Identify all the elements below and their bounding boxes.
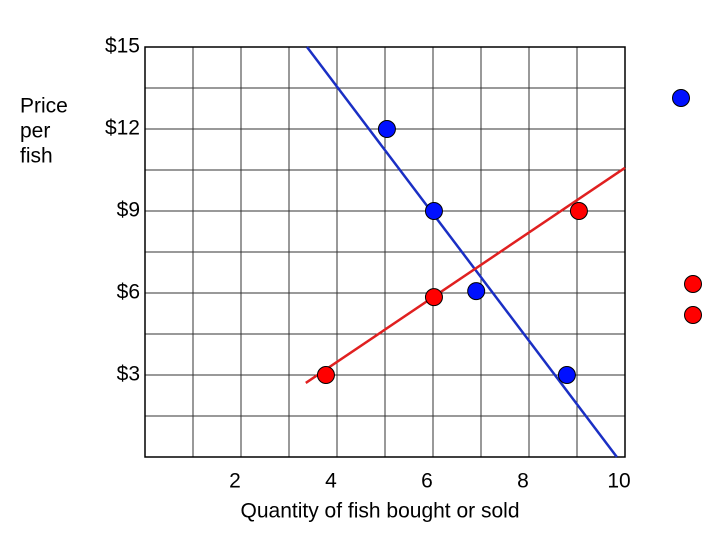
decor-dot	[684, 306, 702, 324]
y-axis-label: per	[20, 120, 50, 143]
x-tick-label: 6	[421, 470, 433, 493]
y-axis-label: Price	[20, 95, 68, 118]
x-tick-label: 2	[229, 470, 241, 493]
y-tick-label: $3	[117, 363, 140, 386]
y-tick-label: $9	[117, 199, 140, 222]
point	[569, 202, 588, 220]
point	[467, 282, 486, 301]
decor-dot	[672, 89, 690, 107]
line	[305, 166, 626, 384]
x-tick-label: 4	[325, 470, 337, 493]
decor-dot	[684, 275, 702, 293]
y-tick-label: $15	[105, 35, 140, 58]
line	[306, 46, 618, 458]
grid	[145, 46, 626, 457]
point	[557, 366, 576, 384]
point	[424, 288, 443, 307]
x-tick-label: 8	[517, 470, 529, 493]
point	[316, 366, 335, 384]
y-tick-label: $6	[117, 281, 140, 304]
point	[424, 202, 443, 220]
x-axis-label: Quantity of fish bought or sold	[241, 500, 520, 523]
y-axis-label: fish	[20, 145, 53, 168]
marks	[305, 46, 626, 458]
y-tick-label: $12	[105, 117, 140, 140]
point	[377, 120, 396, 138]
x-tick-label: 10	[607, 470, 630, 493]
plot-frame	[144, 46, 626, 458]
